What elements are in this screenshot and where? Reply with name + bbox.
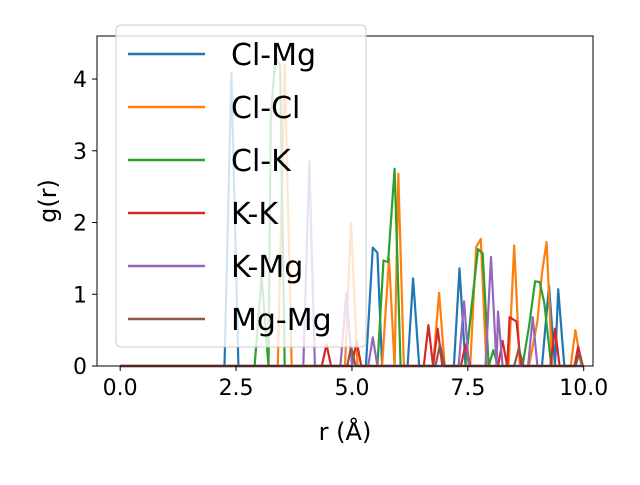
x-axis-ticks: 0.0 2.5 5.0 7.5 10.0 <box>103 366 608 401</box>
x-tick-label: 5.0 <box>334 376 369 401</box>
legend-label: K-K <box>231 197 279 232</box>
y-axis-label: g(r) <box>34 179 62 223</box>
y-tick-label: 3 <box>73 140 87 165</box>
y-tick-label: 2 <box>73 212 87 237</box>
legend: Cl-Mg Cl-Cl Cl-K K-K K-Mg Mg-Mg <box>115 24 367 348</box>
legend-label: Cl-Cl <box>231 91 300 126</box>
legend-label: Cl-K <box>231 144 292 179</box>
legend-label: Mg-Mg <box>231 303 332 338</box>
x-tick-label: 2.5 <box>219 376 254 401</box>
y-tick-label: 0 <box>73 355 87 380</box>
x-axis-label: r (Å) <box>319 417 372 446</box>
legend-label: K-Mg <box>231 250 303 285</box>
x-tick-label: 7.5 <box>450 376 485 401</box>
y-tick-label: 1 <box>73 283 87 308</box>
legend-label: Cl-Mg <box>231 38 316 73</box>
y-tick-label: 4 <box>73 68 87 93</box>
y-axis-ticks: 0 1 2 3 4 <box>73 68 97 380</box>
x-tick-label: 0.0 <box>103 376 138 401</box>
legend-box <box>115 24 367 348</box>
x-tick-label: 10.0 <box>559 376 608 401</box>
